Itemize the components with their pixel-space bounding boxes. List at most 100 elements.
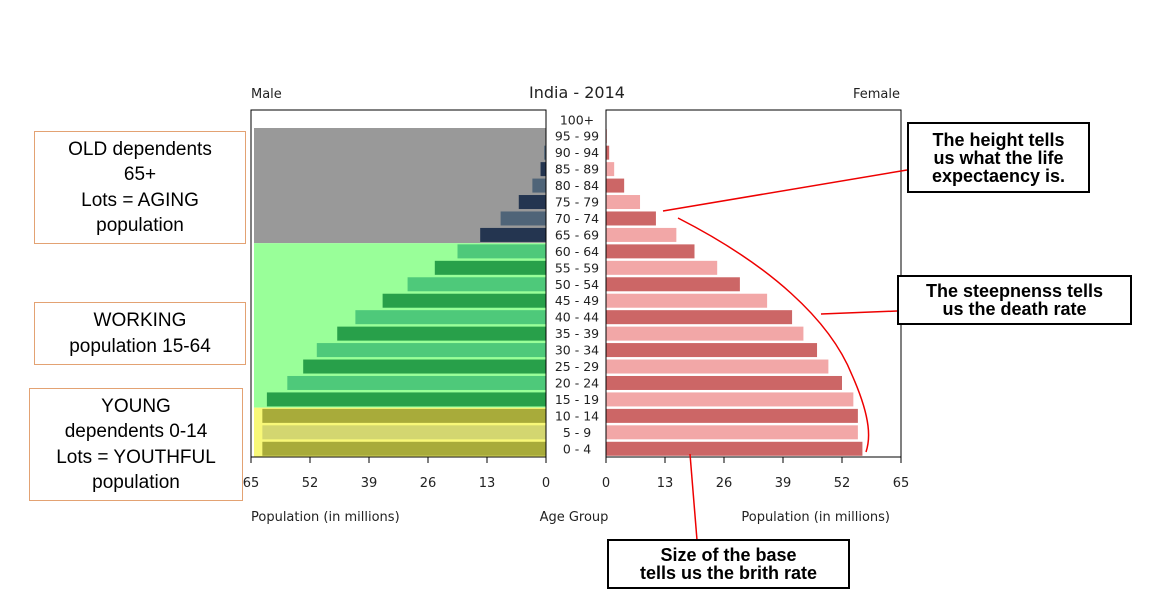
male-panel-label: Male — [251, 87, 282, 102]
base-pointer-line — [689, 453, 698, 541]
male-bar — [434, 260, 546, 275]
age-group-label: 65 - 69 — [555, 227, 599, 242]
steepness-pointer-line — [820, 310, 898, 315]
male-tick-label: 52 — [302, 476, 319, 491]
age-group-label: 75 - 79 — [555, 195, 599, 210]
female-bar — [606, 260, 718, 275]
age-group-label: 55 - 59 — [555, 260, 599, 275]
old-line-4: population — [96, 215, 184, 236]
female-bars — [606, 112, 863, 456]
age-group-label: 5 - 9 — [563, 425, 591, 440]
female-tick-label: 52 — [834, 476, 851, 491]
young-line-2: dependents 0-14 — [64, 421, 208, 442]
age-group-label: 10 - 14 — [555, 408, 599, 423]
young-line-3: Lots = YOUTHFUL — [56, 446, 216, 468]
female-bar — [606, 343, 818, 358]
male-tick-label: 0 — [542, 476, 550, 491]
male-bar — [544, 145, 546, 160]
age-group-label: 100+ — [560, 112, 594, 127]
age-group-axis-label: Age Group — [540, 510, 609, 525]
base-note: Size of the base tells us the brith rate — [607, 539, 850, 589]
male-bar — [518, 195, 546, 210]
working-population-annotation: WORKING population 15-64 — [34, 302, 246, 365]
male-x-axis-label: Population (in millions) — [251, 510, 400, 525]
male-bar — [382, 293, 546, 308]
base-note-line-2: tells us the brith rate — [639, 563, 818, 583]
young-line-4: population — [92, 472, 180, 493]
old-line-3: Lots = AGING — [81, 189, 199, 211]
base-note-line-1: Size of the base — [660, 545, 797, 565]
female-bar — [606, 211, 656, 226]
age-group-label: 0 - 4 — [563, 441, 591, 456]
height-note-line-1: The height tells — [932, 129, 1065, 150]
male-bar — [262, 441, 546, 456]
age-group-label: 70 - 74 — [555, 211, 599, 226]
height-pointer-line — [662, 169, 908, 212]
female-bar — [606, 277, 740, 292]
working-line-2: population 15-64 — [69, 335, 211, 357]
steepness-note: The steepnenss tells us the death rate — [897, 275, 1132, 325]
female-bar — [606, 326, 804, 341]
male-bar — [303, 359, 546, 374]
age-group-label: 90 - 94 — [555, 145, 599, 160]
age-group-label: 25 - 29 — [555, 359, 599, 374]
height-note-line-3: expectaency is. — [931, 165, 1066, 186]
steepness-note-line-1: The steepnenss tells — [925, 281, 1104, 301]
male-tick-label: 13 — [479, 476, 496, 491]
male-bar — [266, 392, 546, 407]
age-group-label: 60 - 64 — [555, 244, 599, 259]
male-bar — [287, 375, 546, 390]
female-bar — [606, 293, 768, 308]
female-bar — [606, 375, 842, 390]
working-line-1: WORKING — [93, 310, 187, 331]
female-bar — [606, 244, 695, 259]
male-bar — [355, 310, 546, 325]
female-tick-label: 26 — [716, 476, 733, 491]
female-bar — [606, 310, 793, 325]
shading-old — [254, 128, 546, 244]
age-group-label: 80 - 84 — [555, 178, 599, 193]
steepness-curve — [677, 217, 870, 453]
axis-ticks: 65 52 39 26 13 0 0 13 26 39 52 65 — [243, 457, 910, 491]
old-line-2: 65+ — [123, 164, 157, 185]
male-bar — [407, 277, 546, 292]
female-bar — [606, 195, 641, 210]
male-bars — [262, 112, 546, 456]
steepness-note-line-2: us the death rate — [942, 299, 1087, 319]
male-plot-frame — [250, 109, 547, 458]
male-bar — [262, 408, 546, 423]
female-bar — [606, 392, 854, 407]
age-group-label: 85 - 89 — [555, 162, 599, 177]
male-bar — [337, 326, 546, 341]
height-note: The height tells us what the life expect… — [907, 122, 1090, 193]
male-bar — [457, 244, 546, 259]
male-bar — [532, 178, 546, 193]
female-bar — [606, 441, 863, 456]
male-bar — [540, 162, 546, 177]
female-bar — [606, 162, 615, 177]
old-dependents-annotation: OLD dependents 65+ Lots = AGING populati… — [34, 131, 246, 244]
female-tick-label: 65 — [893, 476, 910, 491]
age-group-label: 40 - 44 — [555, 310, 599, 325]
age-group-label: 15 - 19 — [555, 392, 599, 407]
age-group-label: 50 - 54 — [555, 277, 599, 292]
male-tick-label: 65 — [243, 476, 260, 491]
young-dependents-annotation: YOUNG dependents 0-14 Lots = YOUTHFUL po… — [29, 388, 243, 501]
male-tick-label: 26 — [420, 476, 437, 491]
female-bar — [606, 425, 858, 440]
female-bar — [606, 227, 677, 242]
female-x-axis-label: Population (in millions) — [741, 510, 890, 525]
height-note-line-2: us what the life — [933, 147, 1064, 168]
female-tick-label: 0 — [602, 476, 610, 491]
chart-title: India - 2014 — [529, 83, 625, 102]
female-panel-label: Female — [853, 87, 900, 102]
female-tick-label: 13 — [657, 476, 674, 491]
female-bar — [606, 145, 610, 160]
male-shading-regions — [254, 128, 546, 457]
age-group-label: 45 - 49 — [555, 293, 599, 308]
age-group-label: 30 - 34 — [555, 343, 599, 358]
male-tick-label: 39 — [361, 476, 378, 491]
female-bar — [606, 359, 829, 374]
male-bar — [500, 211, 546, 226]
